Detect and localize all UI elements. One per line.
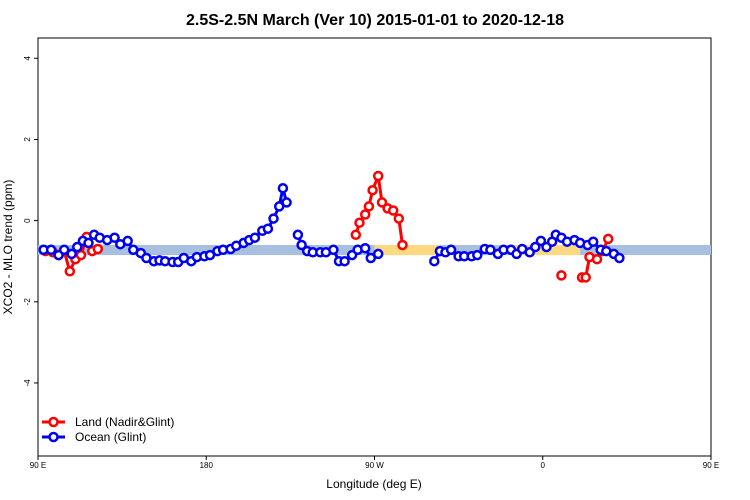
data-point-ocean-52 bbox=[365, 252, 377, 264]
band-segment-1 bbox=[374, 244, 440, 256]
data-point-ocean-3 bbox=[58, 244, 70, 256]
data-point-ocean-70 bbox=[530, 241, 541, 253]
data-point-land-27 bbox=[602, 233, 614, 245]
x-tick-label-0: 90 E bbox=[30, 461, 46, 470]
data-point-land-15 bbox=[372, 170, 384, 182]
y-tick-label-4: 4 bbox=[23, 56, 32, 61]
y-tick-label-0: -4 bbox=[23, 379, 32, 387]
data-point-ocean-46 bbox=[328, 244, 339, 256]
legend-item-ocean: Ocean (Glint) bbox=[42, 430, 146, 444]
y-tick-label-2: 0 bbox=[23, 218, 32, 223]
data-point-ocean-61 bbox=[472, 249, 483, 261]
data-point-ocean-7 bbox=[83, 237, 94, 249]
data-point-ocean-13 bbox=[122, 235, 133, 247]
data-point-ocean-84 bbox=[614, 252, 625, 264]
data-point-ocean-40 bbox=[292, 229, 304, 241]
x-tick-label-2: 90 W bbox=[365, 461, 384, 470]
data-point-land-9 bbox=[92, 243, 104, 255]
legend: Land (Nadir&Glint) Ocean (Glint) bbox=[42, 415, 174, 444]
data-point-ocean-71 bbox=[535, 235, 547, 247]
data-point-land-10 bbox=[350, 229, 362, 241]
data-point-land-6 bbox=[75, 249, 87, 261]
legend-marker-land bbox=[48, 416, 59, 428]
x-axis-label: Longitude (deg E) bbox=[326, 477, 421, 491]
data-point-ocean-11 bbox=[109, 232, 120, 243]
data-point-ocean-48 bbox=[339, 255, 350, 267]
data-point-land-21 bbox=[556, 270, 567, 281]
series-layer bbox=[38, 170, 625, 283]
band-segment-4 bbox=[580, 244, 711, 256]
legend-label-land: Land (Nadir&Glint) bbox=[75, 415, 174, 429]
data-point-land-25 bbox=[591, 253, 603, 265]
data-point-ocean-33 bbox=[249, 232, 261, 243]
band-segment-0 bbox=[38, 244, 375, 256]
data-point-ocean-4 bbox=[66, 248, 77, 260]
legend-item-land: Land (Nadir&Glint) bbox=[42, 415, 174, 429]
data-point-land-11 bbox=[354, 217, 365, 228]
legend-marker-ocean bbox=[48, 431, 59, 443]
data-point-land-23 bbox=[580, 272, 591, 283]
data-point-land-14 bbox=[367, 184, 378, 196]
data-point-ocean-38 bbox=[277, 182, 289, 194]
data-point-ocean-63 bbox=[485, 244, 496, 256]
data-point-ocean-80 bbox=[587, 236, 599, 247]
y-tick-label-3: 2 bbox=[23, 137, 32, 142]
data-point-land-16 bbox=[376, 197, 388, 208]
y-tick-label-1: -2 bbox=[23, 298, 32, 306]
data-point-ocean-39 bbox=[281, 197, 292, 208]
data-point-ocean-41 bbox=[296, 239, 307, 251]
x-tick-label-4: 90 E bbox=[703, 461, 719, 470]
data-point-land-20 bbox=[397, 239, 408, 251]
data-point-land-19 bbox=[393, 213, 405, 224]
chart-title: 2.5S-2.5N March (Ver 10) 2015-01-01 to 2… bbox=[186, 12, 564, 29]
data-point-land-13 bbox=[363, 201, 375, 212]
x-tick-label-1: 180 bbox=[200, 461, 214, 470]
series-ocean bbox=[38, 182, 625, 268]
x-tick-label-3: 0 bbox=[541, 461, 546, 470]
data-point-ocean-36 bbox=[268, 213, 279, 224]
data-point-land-18 bbox=[387, 205, 399, 216]
data-point-ocean-5 bbox=[72, 241, 83, 253]
data-point-ocean-1 bbox=[45, 244, 57, 256]
series-land bbox=[40, 170, 614, 283]
data-point-ocean-26 bbox=[204, 249, 216, 261]
y-axis-label: XCO2 - MLO trend (ppm) bbox=[1, 180, 15, 315]
data-point-ocean-57 bbox=[445, 244, 457, 256]
data-point-land-12 bbox=[359, 209, 371, 220]
data-point-ocean-35 bbox=[262, 223, 274, 234]
data-point-land-4 bbox=[64, 266, 76, 277]
legend-label-ocean: Ocean (Glint) bbox=[75, 430, 146, 444]
data-point-ocean-51 bbox=[359, 242, 371, 254]
data-point-ocean-54 bbox=[429, 255, 440, 267]
data-point-ocean-53 bbox=[372, 248, 384, 260]
